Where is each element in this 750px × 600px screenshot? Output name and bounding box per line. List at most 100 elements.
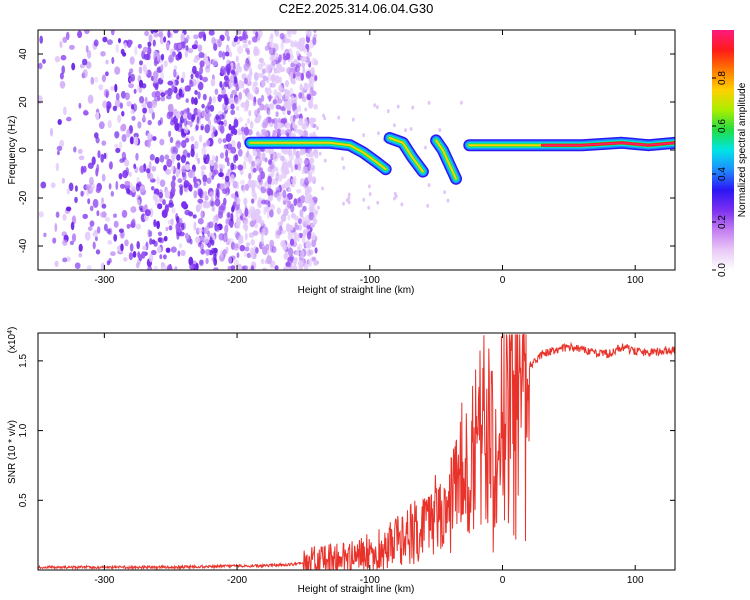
noise-dot bbox=[238, 263, 242, 270]
noise-dot bbox=[93, 39, 99, 47]
noise-dot bbox=[202, 174, 208, 183]
noise-dot bbox=[148, 253, 154, 263]
noise-dot bbox=[311, 235, 316, 241]
noise-dot bbox=[168, 202, 174, 208]
noise-dot bbox=[110, 251, 116, 257]
noise-dot bbox=[148, 34, 153, 43]
noise-dot bbox=[159, 138, 165, 146]
noise-dot bbox=[175, 112, 181, 119]
noise-dot bbox=[230, 265, 236, 270]
noise-dot bbox=[180, 249, 186, 257]
noise-dot bbox=[288, 247, 294, 257]
noise-dot bbox=[351, 117, 355, 122]
noise-dot bbox=[224, 224, 229, 234]
noise-dot bbox=[142, 46, 148, 53]
noise-dot bbox=[312, 37, 317, 46]
noise-dot bbox=[220, 65, 226, 75]
noise-dot bbox=[237, 148, 243, 157]
noise-dot bbox=[77, 30, 83, 39]
colorbar-tick-label: 0.2 bbox=[717, 215, 728, 229]
noise-dot bbox=[278, 122, 283, 130]
noise-dot bbox=[137, 121, 142, 129]
noise-dot bbox=[301, 56, 307, 63]
noise-dot bbox=[252, 180, 258, 188]
noise-dot bbox=[187, 48, 194, 54]
noise-dot bbox=[224, 30, 230, 37]
noise-dot bbox=[203, 227, 208, 234]
noise-dot bbox=[169, 136, 174, 144]
noise-dot bbox=[128, 83, 135, 89]
noise-dot bbox=[193, 58, 199, 63]
noise-dot bbox=[94, 132, 99, 139]
noise-dot bbox=[237, 45, 243, 55]
noise-dot bbox=[263, 206, 267, 216]
noise-dot bbox=[269, 103, 275, 110]
noise-dot bbox=[247, 40, 252, 45]
noise-dot bbox=[182, 172, 187, 181]
noise-dot bbox=[236, 216, 241, 226]
figure-title: C2E2.2025.314.06.04.G30 bbox=[278, 1, 434, 16]
noise-dot bbox=[243, 198, 247, 206]
noise-dot bbox=[163, 254, 167, 260]
noise-dot bbox=[368, 184, 371, 189]
noise-dot bbox=[154, 156, 160, 164]
noise-dot bbox=[303, 159, 309, 166]
noise-dot bbox=[314, 152, 319, 159]
noise-dot bbox=[212, 96, 217, 104]
noise-dot bbox=[268, 47, 275, 56]
spectrogram-xtick-label: -300 bbox=[94, 275, 114, 286]
noise-dot bbox=[92, 232, 98, 237]
noise-dot bbox=[409, 127, 413, 131]
noise-dot bbox=[172, 51, 176, 57]
noise-dot bbox=[80, 165, 84, 175]
noise-dot bbox=[135, 262, 140, 269]
noise-dot bbox=[295, 251, 300, 256]
noise-dot bbox=[186, 34, 190, 41]
noise-dot bbox=[304, 196, 310, 204]
noise-dot bbox=[310, 67, 315, 75]
noise-dot bbox=[92, 198, 99, 208]
noise-dot bbox=[131, 115, 136, 121]
noise-dot bbox=[153, 265, 158, 270]
noise-dot bbox=[316, 126, 319, 131]
noise-dot bbox=[427, 100, 431, 105]
noise-dot bbox=[224, 175, 230, 183]
noise-dot bbox=[102, 36, 108, 43]
noise-dot bbox=[202, 76, 209, 83]
noise-dot bbox=[214, 198, 221, 207]
spectrogram-xtick-label: 100 bbox=[627, 275, 644, 286]
noise-dot bbox=[120, 48, 125, 55]
noise-dot bbox=[133, 132, 139, 138]
noise-dot bbox=[78, 155, 85, 161]
noise-dot bbox=[62, 213, 67, 221]
noise-dot bbox=[295, 50, 300, 57]
noise-dot bbox=[157, 120, 162, 126]
noise-dot bbox=[347, 192, 351, 197]
noise-dot bbox=[289, 238, 295, 246]
noise-dot bbox=[129, 68, 134, 74]
noise-dot bbox=[246, 50, 250, 55]
noise-dot bbox=[235, 106, 240, 111]
noise-dot bbox=[141, 251, 146, 259]
colorbar-tick-label: 0.8 bbox=[717, 71, 728, 85]
noise-dot bbox=[120, 243, 124, 252]
noise-dot bbox=[110, 30, 115, 36]
noise-dot bbox=[278, 76, 282, 84]
noise-dot bbox=[243, 126, 250, 136]
noise-dot bbox=[69, 240, 74, 246]
noise-dot bbox=[200, 165, 207, 171]
noise-dot bbox=[250, 239, 255, 246]
noise-dot bbox=[233, 76, 238, 84]
noise-dot bbox=[238, 116, 243, 123]
noise-dot bbox=[178, 184, 184, 189]
noise-dot bbox=[114, 131, 120, 139]
noise-dot bbox=[220, 152, 225, 159]
noise-dot bbox=[146, 53, 151, 61]
noise-dot bbox=[305, 187, 311, 194]
noise-dot bbox=[199, 60, 205, 68]
spectrogram-xtick-label: -100 bbox=[360, 275, 380, 286]
noise-dot bbox=[209, 191, 215, 198]
noise-dot bbox=[301, 96, 307, 103]
noise-dot bbox=[215, 155, 219, 163]
noise-dot bbox=[226, 211, 231, 219]
